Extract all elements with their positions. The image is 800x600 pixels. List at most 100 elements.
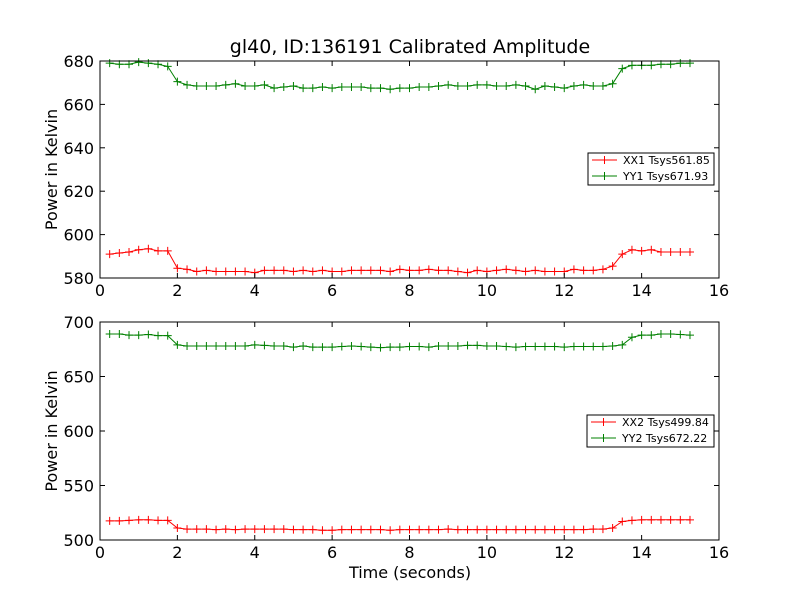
bottom-chart-series-1-point (154, 331, 163, 340)
top-chart-series-1-point (569, 81, 578, 90)
top-chart-series-0-point (115, 249, 124, 258)
top-chart-ytick-label: 580 (63, 269, 94, 288)
bottom-chart-series-1-point (115, 329, 124, 338)
bottom-chart-series-1-point (637, 331, 646, 340)
bottom-chart-series-1-point (463, 341, 472, 350)
top-chart-series-1-point (318, 83, 327, 92)
bottom-chart-xtick-label: 12 (554, 543, 574, 562)
bottom-chart-xtick-label: 4 (250, 543, 260, 562)
top-chart-series-0-point (656, 247, 665, 256)
bottom-chart-series-0-point (250, 525, 259, 534)
bottom-chart-series-1-point (540, 342, 549, 351)
top-chart-series-1-point (125, 60, 134, 69)
bottom-chart-ytick-label: 600 (63, 422, 94, 441)
top-chart-series-0-point (337, 267, 346, 276)
bottom-chart-legend: XX2 Tsys499.84 YY2 Tsys672.22 (586, 414, 715, 448)
bottom-chart-series-1-point (395, 343, 404, 352)
top-chart-series-1-point (424, 83, 433, 92)
bottom-chart-series-0-point (202, 525, 211, 534)
bottom-chart-series-0-point (434, 525, 443, 534)
bottom-chart-series-0-point (347, 525, 356, 534)
top-chart-series-1-point (260, 80, 269, 89)
bottom-chart-series-0-point (183, 525, 192, 534)
bottom-chart-series-0-point (366, 525, 375, 534)
top-chart-series-1-point (299, 84, 308, 93)
bottom-chart-series-1-point (183, 341, 192, 350)
bottom-chart-legend-box (586, 414, 715, 448)
bottom-chart-series-0-point (589, 525, 598, 534)
bottom-chart-series-0-point (134, 515, 143, 524)
bottom-chart-series-1-point (134, 331, 143, 340)
top-chart-ytick-label: 640 (63, 139, 94, 158)
bottom-chart-series-0-point (511, 525, 520, 534)
bottom-chart-xtick-label: 8 (404, 543, 414, 562)
bottom-chart-series-1-point (337, 342, 346, 351)
bottom-chart-series-1-point (656, 329, 665, 338)
bottom-chart-series-0-point (647, 515, 656, 524)
bottom-chart-series-0-point (550, 525, 559, 534)
bottom-chart-series-0-point (608, 524, 617, 533)
top-chart-series-1-point (434, 81, 443, 90)
bottom-chart-series-0-point (521, 525, 530, 534)
bottom-chart-series-0-point (666, 515, 675, 524)
top-chart-series-0-point (308, 267, 317, 276)
bottom-chart-series-0-point (241, 525, 250, 534)
top-chart-series-0-point (531, 266, 540, 275)
bottom-chart-series-1-point (685, 331, 694, 340)
top-chart-series-0-point (511, 266, 520, 275)
top-chart-xtick-label: 4 (250, 281, 260, 300)
top-chart-series-1-point (212, 81, 221, 90)
bottom-chart-xtick-label: 6 (327, 543, 337, 562)
top-chart-series-0-point (173, 264, 182, 273)
top-chart-series-0-point (608, 262, 617, 271)
top-chart-series-0-point (502, 265, 511, 274)
bottom-chart-series-0-point (444, 525, 453, 534)
top-chart-series-1-point (666, 60, 675, 69)
top-chart-ylabel: Power in Kelvin (42, 109, 61, 230)
top-chart-series-0-point (492, 266, 501, 275)
bottom-chart-marks (105, 329, 694, 535)
bottom-chart-series-1-point (618, 340, 627, 349)
top-chart-series-1-point (463, 81, 472, 90)
bottom-chart-series-1-point (444, 341, 453, 350)
bottom-chart-series-1-point (569, 342, 578, 351)
top-chart-series-1-point (279, 83, 288, 92)
top-chart-series-1-point (376, 84, 385, 93)
top-chart-series-0-point (183, 265, 192, 274)
top-chart-series-1-point (231, 79, 240, 88)
top-chart-series-0-point (647, 245, 656, 254)
top-chart-ytick-label: 660 (63, 95, 94, 114)
top-chart-series-0-point (424, 265, 433, 274)
top-chart-series-1-point (608, 79, 617, 88)
top-chart-series-1-point (647, 61, 656, 70)
bottom-chart-series-1-point (511, 343, 520, 352)
top-chart-legend-box (587, 152, 715, 186)
top-chart-series-0-point (589, 266, 598, 275)
top-chart-series-0-point (299, 266, 308, 275)
bottom-chart-legend-marker-xx2 (599, 418, 608, 426)
top-chart-series-0-point (231, 267, 240, 276)
bottom-chart-series-1-point (502, 342, 511, 351)
bottom-chart-series-1-point (473, 341, 482, 350)
bottom-chart-series-0-point (637, 515, 646, 524)
bottom-chart-series-0-point (656, 515, 665, 524)
bottom-chart-series-0-point (173, 524, 182, 533)
top-chart-series-1-point (173, 77, 182, 86)
top-chart-series-1-point (550, 83, 559, 92)
top-chart-series-1-point (163, 62, 172, 71)
top-chart-title: gl40, ID:136191 Calibrated Amplitude (230, 36, 590, 58)
top-chart-series-0-point (270, 266, 279, 275)
bottom-chart-xtick-label: 2 (172, 543, 182, 562)
top-chart-series-1-point (511, 80, 520, 89)
top-chart-series-0-point (434, 266, 443, 275)
bottom-chart-series-0-point (154, 516, 163, 525)
bottom-chart-series-1-point (627, 333, 636, 342)
top-chart-legend-label-xx1: XX1 Tsys561.85 (623, 154, 710, 167)
bottom-chart-series-0-point (531, 525, 540, 534)
bottom-chart-series-1-point (647, 331, 656, 340)
top-chart-series-1-point (289, 81, 298, 90)
bottom-chart-series-0-point (540, 525, 549, 534)
bottom-chart-series-1-point (289, 343, 298, 352)
top-chart-series-0-point (415, 266, 424, 275)
bottom-chart-series-0-point (492, 525, 501, 534)
